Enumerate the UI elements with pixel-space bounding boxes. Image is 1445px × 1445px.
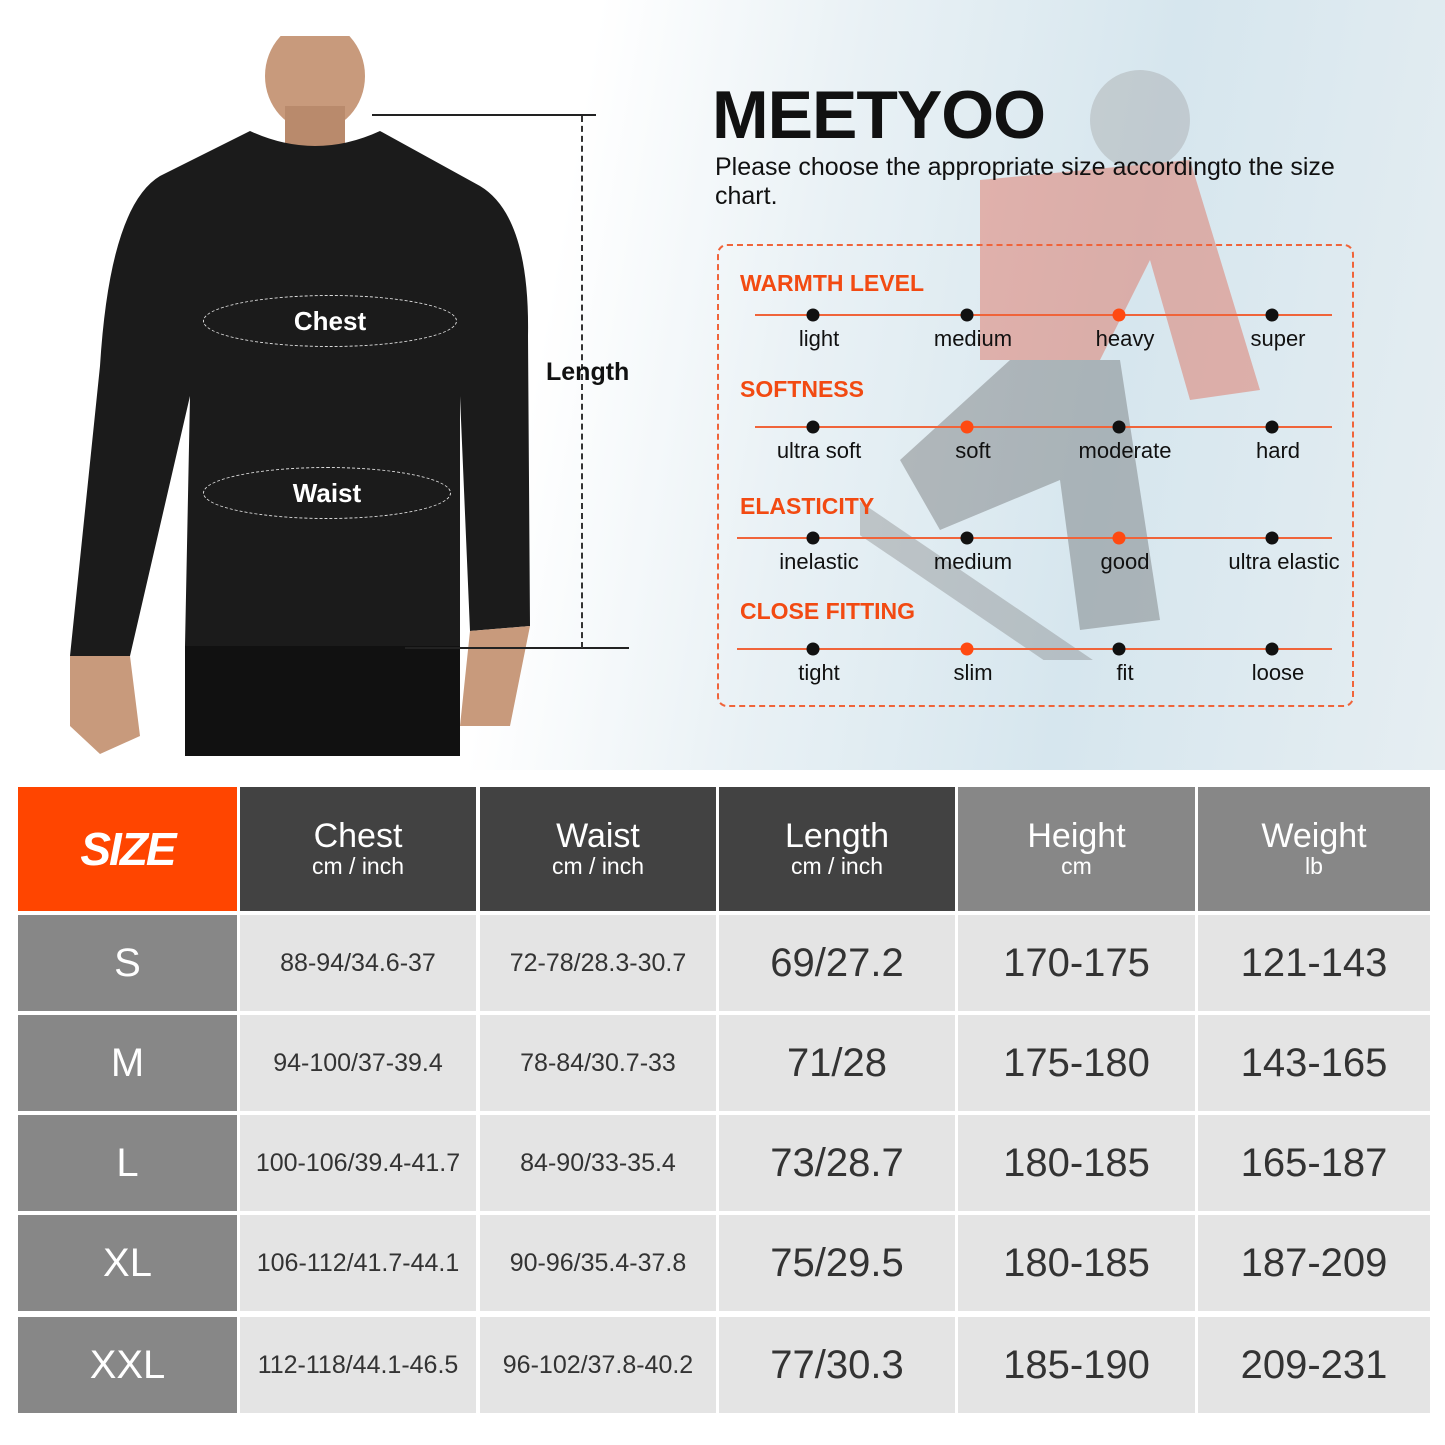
table-cell: 96-102/37.8-40.2 (480, 1317, 716, 1413)
rating-track (737, 537, 1332, 539)
level-label: heavy (1095, 326, 1155, 351)
column-header-unit: cm (1061, 853, 1092, 879)
length-label: Length (546, 358, 630, 386)
level-label: fit (1116, 660, 1134, 685)
level-label: medium (933, 549, 1013, 574)
column-header-label: Waist (556, 817, 640, 855)
size-header: SIZE (18, 787, 237, 911)
model-in-black-shirt-image (70, 36, 530, 756)
table-cell: 90-96/35.4-37.8 (480, 1215, 716, 1311)
table-cell: 77/30.3 (719, 1317, 955, 1413)
level-dot (1112, 642, 1126, 656)
table-cell: 100-106/39.4-41.7 (240, 1115, 476, 1211)
level-dot (1265, 308, 1279, 322)
level-dot (1265, 420, 1279, 434)
table-cell: 72-78/28.3-30.7 (480, 915, 716, 1011)
level-label: hard (1255, 438, 1301, 463)
column-header-label: Height (1027, 817, 1126, 855)
table-cell: 88-94/34.6-37 (240, 915, 476, 1011)
length-bottom-line (405, 647, 629, 649)
table-cell: 143-165 (1198, 1015, 1430, 1111)
rating-track (755, 426, 1332, 428)
column-header-length: Length cm / inch (719, 787, 955, 911)
table-cell: 165-187 (1198, 1115, 1430, 1211)
table-cell: 106-112/41.7-44.1 (240, 1215, 476, 1311)
level-label: ultra elastic (1228, 549, 1340, 574)
level-dot (1265, 531, 1279, 545)
table-cell: 185-190 (958, 1317, 1195, 1413)
size-cell: L (18, 1115, 237, 1211)
column-header-label: Length (785, 817, 889, 855)
rating-title: CLOSE FITTING (740, 598, 916, 624)
level-label: super (1250, 326, 1306, 351)
level-label: good (1100, 549, 1150, 574)
table-cell: 71/28 (719, 1015, 955, 1111)
chest-measure-ellipse: Chest (203, 295, 457, 347)
waist-measure-ellipse: Waist (203, 467, 451, 519)
brand-title: MEETYOO (712, 77, 1046, 153)
column-header-unit: cm / inch (311, 853, 405, 879)
level-dot (1112, 420, 1126, 434)
rating-title: SOFTNESS (740, 376, 864, 402)
rating-track (737, 648, 1332, 650)
level-dot (806, 642, 820, 656)
hero-banner: Chest Waist Length MEETYOO Please choose… (0, 0, 1445, 770)
size-cell: S (18, 915, 237, 1011)
level-label: light (798, 326, 840, 351)
level-label: soft (955, 438, 991, 463)
size-cell: XL (18, 1215, 237, 1311)
column-header-weight: Weight lb (1198, 787, 1430, 911)
length-dashed-line (581, 116, 583, 648)
fabric-rating-panel: WARMTH LEVEL light medium heavy super SOFTNES… (717, 244, 1354, 707)
level-dot (960, 308, 974, 322)
column-header-label: Chest (313, 817, 403, 855)
level-label: tight (798, 660, 840, 685)
selected-level-dot (960, 420, 974, 434)
column-header-unit: cm / inch (790, 853, 884, 879)
level-label: loose (1251, 660, 1305, 685)
column-header-waist: Waist cm / inch (480, 787, 716, 911)
level-label: moderate (1078, 438, 1172, 463)
table-cell: 112-118/44.1-46.5 (240, 1317, 476, 1413)
table-cell: 209-231 (1198, 1317, 1430, 1413)
size-cell: XXL (18, 1317, 237, 1413)
table-cell: 175-180 (958, 1015, 1195, 1111)
table-cell: 180-185 (958, 1115, 1195, 1211)
level-dot (806, 308, 820, 322)
column-header-unit: lb (1305, 853, 1323, 879)
selected-level-dot (1112, 308, 1126, 322)
column-header-label: Weight (1261, 817, 1367, 855)
table-cell: 84-90/33-35.4 (480, 1115, 716, 1211)
level-dot (806, 531, 820, 545)
table-cell: 170-175 (958, 915, 1195, 1011)
rating-title: ELASTICITY (740, 493, 875, 519)
level-dot (1265, 642, 1279, 656)
table-cell: 180-185 (958, 1215, 1195, 1311)
level-label: slim (953, 660, 993, 685)
size-cell: M (18, 1015, 237, 1111)
table-cell: 94-100/37-39.4 (240, 1015, 476, 1111)
level-label: medium (933, 326, 1013, 351)
column-header-height: Height cm (958, 787, 1195, 911)
table-cell: 187-209 (1198, 1215, 1430, 1311)
level-dot (806, 420, 820, 434)
selected-level-dot (1112, 531, 1126, 545)
level-label: inelastic (779, 549, 859, 574)
table-cell: 121-143 (1198, 915, 1430, 1011)
table-cell: 75/29.5 (719, 1215, 955, 1311)
table-cell: 78-84/30.7-33 (480, 1015, 716, 1111)
intro-text: Please choose the appropriate size accor… (715, 153, 1335, 210)
column-header-chest: Chest cm / inch (240, 787, 476, 911)
length-top-line (372, 114, 596, 116)
rating-title: WARMTH LEVEL (740, 270, 924, 296)
selected-level-dot (960, 642, 974, 656)
table-cell: 73/28.7 (719, 1115, 955, 1211)
column-header-unit: cm / inch (551, 853, 645, 879)
chest-label: Chest (293, 305, 367, 336)
level-label: ultra soft (776, 438, 862, 463)
waist-label: Waist (292, 477, 362, 508)
rating-track (755, 314, 1332, 316)
table-cell: 69/27.2 (719, 915, 955, 1011)
level-dot (960, 531, 974, 545)
